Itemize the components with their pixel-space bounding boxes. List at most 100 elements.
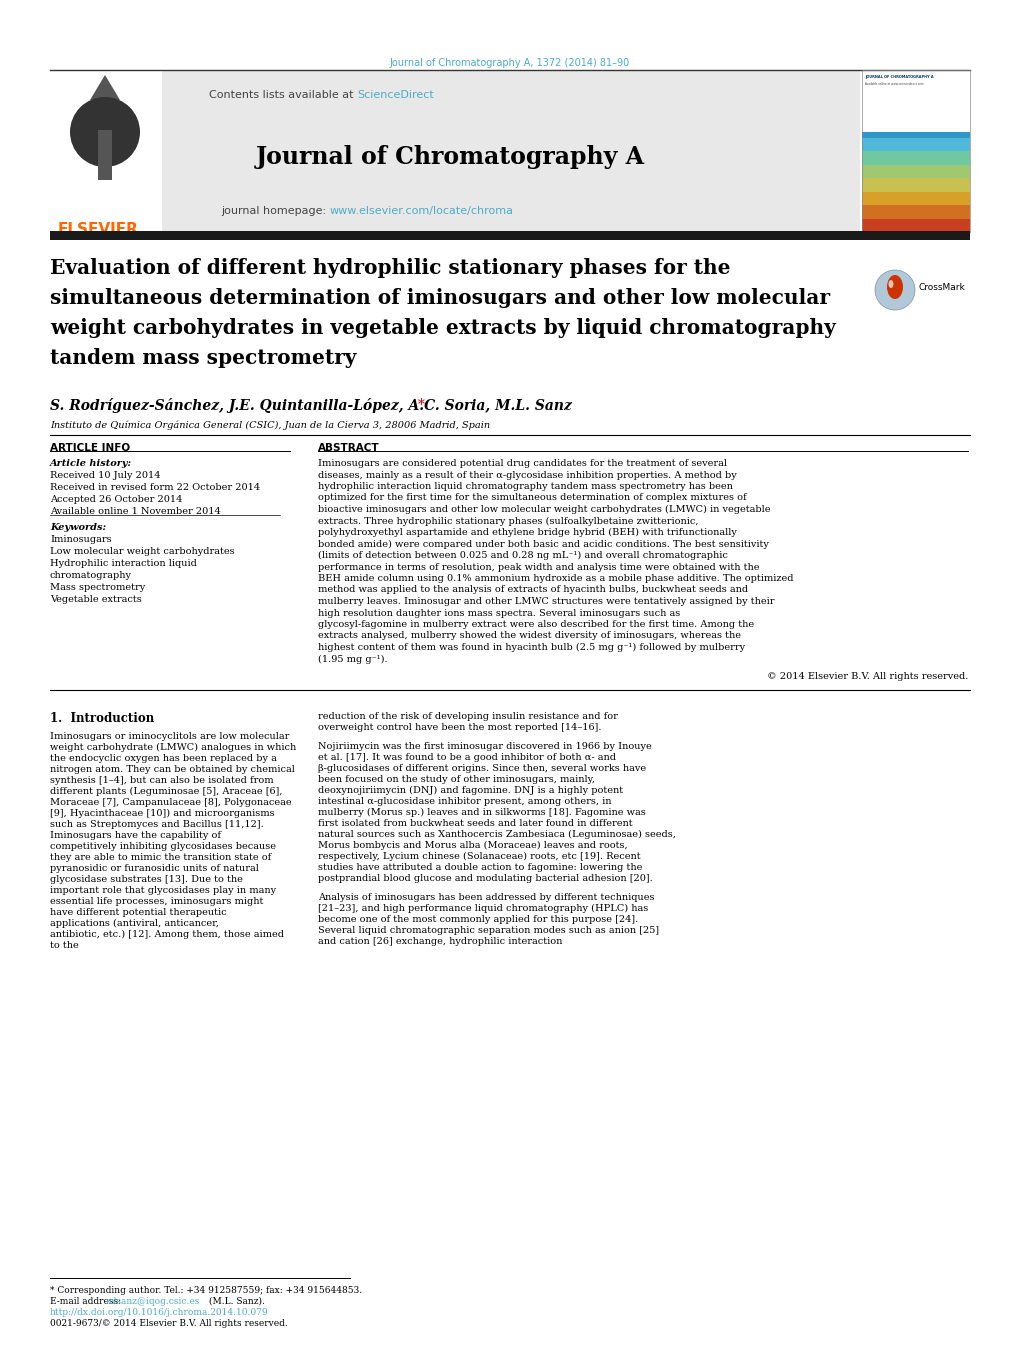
Text: *: * — [418, 399, 425, 412]
Text: synthesis [1–4], but can also be isolated from: synthesis [1–4], but can also be isolate… — [50, 775, 273, 785]
Text: ELSEVIER: ELSEVIER — [58, 222, 139, 236]
Bar — [861, 178, 969, 192]
Text: (1.95 mg g⁻¹).: (1.95 mg g⁻¹). — [318, 654, 387, 663]
Text: hydrophilic interaction liquid chromatography tandem mass spectrometry has been: hydrophilic interaction liquid chromatog… — [318, 482, 733, 490]
Text: overweight control have been the most reported [14–16].: overweight control have been the most re… — [318, 723, 601, 732]
Text: Received in revised form 22 October 2014: Received in revised form 22 October 2014 — [50, 484, 260, 492]
Text: Journal of Chromatography A, 1372 (2014) 81–90: Journal of Chromatography A, 1372 (2014)… — [389, 58, 630, 68]
Text: mulberry (Morus sp.) leaves and in silkworms [18]. Fagomine was: mulberry (Morus sp.) leaves and in silkw… — [318, 808, 645, 817]
Text: * Corresponding author. Tel.: +34 912587559; fax: +34 915644853.: * Corresponding author. Tel.: +34 912587… — [50, 1286, 362, 1296]
Text: S. Rodríguez-Sánchez, J.E. Quintanilla-López, A.C. Soria, M.L. Sanz: S. Rodríguez-Sánchez, J.E. Quintanilla-L… — [50, 399, 572, 413]
Text: intestinal α-glucosidase inhibitor present, among others, in: intestinal α-glucosidase inhibitor prese… — [318, 797, 611, 807]
Text: essential life processes, iminosugars might: essential life processes, iminosugars mi… — [50, 897, 263, 907]
Text: to the: to the — [50, 942, 78, 950]
Bar — [861, 124, 969, 138]
Text: mulberry leaves. Iminosugar and other LMWC structures were tentatively assigned : mulberry leaves. Iminosugar and other LM… — [318, 597, 773, 607]
Text: (limits of detection between 0.025 and 0.28 ng mL⁻¹) and overall chromatographic: (limits of detection between 0.025 and 0… — [318, 551, 728, 561]
Text: Keywords:: Keywords: — [50, 523, 106, 532]
Text: E-mail address:: E-mail address: — [50, 1297, 124, 1306]
Text: extracts analysed, mulberry showed the widest diversity of iminosugars, whereas : extracts analysed, mulberry showed the w… — [318, 631, 740, 640]
Text: Mass spectrometry: Mass spectrometry — [50, 584, 145, 592]
Bar — [861, 205, 969, 219]
Text: ABSTRACT: ABSTRACT — [318, 443, 379, 453]
Text: Nojiriimycin was the first iminosugar discovered in 1966 by Inouye: Nojiriimycin was the first iminosugar di… — [318, 742, 651, 751]
Text: Iminosugars or iminocyclitols are low molecular: Iminosugars or iminocyclitols are low mo… — [50, 732, 289, 740]
Text: studies have attributed a double action to fagomine: lowering the: studies have attributed a double action … — [318, 863, 642, 871]
Text: weight carbohydrates in vegetable extracts by liquid chromatography: weight carbohydrates in vegetable extrac… — [50, 317, 835, 338]
Text: optimized for the first time for the simultaneous determination of complex mixtu: optimized for the first time for the sim… — [318, 493, 746, 503]
Text: competitively inhibiting glycosidases because: competitively inhibiting glycosidases be… — [50, 842, 276, 851]
Text: become one of the most commonly applied for this purpose [24].: become one of the most commonly applied … — [318, 915, 638, 924]
Text: reduction of the risk of developing insulin resistance and for: reduction of the risk of developing insu… — [318, 712, 618, 721]
Bar — [861, 138, 969, 151]
Text: Article history:: Article history: — [50, 459, 132, 467]
Text: Received 10 July 2014: Received 10 July 2014 — [50, 471, 160, 480]
Text: Hydrophilic interaction liquid: Hydrophilic interaction liquid — [50, 559, 197, 567]
Text: respectively, Lycium chinese (Solanaceae) roots, etc [19]. Recent: respectively, Lycium chinese (Solanaceae… — [318, 852, 640, 861]
Text: weight carbohydrate (LMWC) analogues in which: weight carbohydrate (LMWC) analogues in … — [50, 743, 296, 753]
Text: the endocyclic oxygen has been replaced by a: the endocyclic oxygen has been replaced … — [50, 754, 276, 763]
Text: © 2014 Elsevier B.V. All rights reserved.: © 2014 Elsevier B.V. All rights reserved… — [766, 671, 967, 681]
Polygon shape — [90, 76, 120, 165]
Text: Morus bombycis and Morus alba (Moraceae) leaves and roots,: Morus bombycis and Morus alba (Moraceae)… — [318, 842, 627, 850]
Text: (M.L. Sanz).: (M.L. Sanz). — [206, 1297, 265, 1306]
Text: polyhydroxyethyl aspartamide and ethylene bridge hybrid (BEH) with trifunctional: polyhydroxyethyl aspartamide and ethylen… — [318, 528, 736, 538]
Text: first isolated from buckwheat seeds and later found in different: first isolated from buckwheat seeds and … — [318, 819, 632, 828]
Text: Accepted 26 October 2014: Accepted 26 October 2014 — [50, 494, 182, 504]
Text: method was applied to the analysis of extracts of hyacinth bulbs, buckwheat seed: method was applied to the analysis of ex… — [318, 585, 747, 594]
Text: journal homepage:: journal homepage: — [221, 205, 330, 216]
Text: simultaneous determination of iminosugars and other low molecular: simultaneous determination of iminosugar… — [50, 288, 829, 308]
Bar — [861, 84, 969, 97]
Text: extracts. Three hydrophilic stationary phases (sulfoalkylbetaine zwitterionic,: extracts. Three hydrophilic stationary p… — [318, 516, 698, 526]
Text: Contents lists available at: Contents lists available at — [209, 91, 357, 100]
Text: postprandial blood glucose and modulating bacterial adhesion [20].: postprandial blood glucose and modulatin… — [318, 874, 652, 884]
Text: applications (antiviral, anticancer,: applications (antiviral, anticancer, — [50, 919, 219, 928]
Text: ScienceDirect: ScienceDirect — [357, 91, 433, 100]
Bar — [160, 70, 859, 232]
Bar — [50, 70, 162, 232]
Text: Instituto de Química Orgánica General (CSIC), Juan de la Cierva 3, 28006 Madrid,: Instituto de Química Orgánica General (C… — [50, 420, 490, 430]
Text: highest content of them was found in hyacinth bulb (2.5 mg g⁻¹) followed by mulb: highest content of them was found in hya… — [318, 643, 745, 653]
Text: Low molecular weight carbohydrates: Low molecular weight carbohydrates — [50, 547, 234, 557]
Text: Evaluation of different hydrophilic stationary phases for the: Evaluation of different hydrophilic stat… — [50, 258, 730, 278]
Bar — [861, 70, 969, 232]
Bar — [861, 97, 969, 111]
Text: have different potential therapeutic: have different potential therapeutic — [50, 908, 226, 917]
Bar — [861, 70, 969, 131]
Text: bioactive iminosugars and other low molecular weight carbohydrates (LMWC) in veg: bioactive iminosugars and other low mole… — [318, 505, 769, 515]
Text: natural sources such as Xanthocercis Zambesiaca (Leguminosae) seeds,: natural sources such as Xanthocercis Zam… — [318, 830, 676, 839]
Text: CrossMark: CrossMark — [918, 282, 965, 292]
Bar — [861, 151, 969, 165]
Text: tandem mass spectrometry: tandem mass spectrometry — [50, 349, 356, 367]
Text: et al. [17]. It was found to be a good inhibitor of both α- and: et al. [17]. It was found to be a good i… — [318, 753, 615, 762]
Text: Vegetable extracts: Vegetable extracts — [50, 594, 142, 604]
Text: JOURNAL OF CHROMATOGRAPHY A: JOURNAL OF CHROMATOGRAPHY A — [864, 76, 932, 78]
Ellipse shape — [887, 276, 902, 299]
Text: performance in terms of resolution, peak width and analysis time were obtained w: performance in terms of resolution, peak… — [318, 562, 759, 571]
Text: antibiotic, etc.) [12]. Among them, those aimed: antibiotic, etc.) [12]. Among them, thos… — [50, 929, 283, 939]
Text: 1.  Introduction: 1. Introduction — [50, 712, 154, 725]
Text: β-glucosidases of different origins. Since then, several works have: β-glucosidases of different origins. Sin… — [318, 765, 645, 773]
Text: deoxynojiriimycin (DNJ) and fagomine. DNJ is a highly potent: deoxynojiriimycin (DNJ) and fagomine. DN… — [318, 786, 623, 796]
Text: nitrogen atom. They can be obtained by chemical: nitrogen atom. They can be obtained by c… — [50, 765, 294, 774]
Text: been focused on the study of other iminosugars, mainly,: been focused on the study of other imino… — [318, 775, 594, 784]
Text: glycosyl-fagomine in mulberry extract were also described for the first time. Am: glycosyl-fagomine in mulberry extract we… — [318, 620, 753, 630]
Text: Analysis of iminosugars has been addressed by different techniques: Analysis of iminosugars has been address… — [318, 893, 654, 902]
Text: such as Streptomyces and Bacillus [11,12].: such as Streptomyces and Bacillus [11,12… — [50, 820, 264, 830]
Text: BEH amide column using 0.1% ammonium hydroxide as a mobile phase additive. The o: BEH amide column using 0.1% ammonium hyd… — [318, 574, 793, 584]
Text: [9], Hyacinthaceae [10]) and microorganisms: [9], Hyacinthaceae [10]) and microorgani… — [50, 809, 274, 819]
Circle shape — [874, 270, 914, 309]
Text: they are able to mimic the transition state of: they are able to mimic the transition st… — [50, 852, 271, 862]
Text: Iminosugars: Iminosugars — [50, 535, 111, 544]
Text: diseases, mainly as a result of their α-glycosidase inhibition properties. A met: diseases, mainly as a result of their α-… — [318, 470, 736, 480]
Text: Available online at www.sciencedirect.com: Available online at www.sciencedirect.co… — [864, 82, 923, 86]
Text: http://dx.doi.org/10.1016/j.chroma.2014.10.079: http://dx.doi.org/10.1016/j.chroma.2014.… — [50, 1308, 268, 1317]
Bar — [861, 192, 969, 205]
Text: ARTICLE INFO: ARTICLE INFO — [50, 443, 130, 453]
Bar — [98, 130, 112, 180]
Text: Iminosugars have the capability of: Iminosugars have the capability of — [50, 831, 221, 840]
Bar — [50, 231, 969, 240]
Text: glycosidase substrates [13]. Due to the: glycosidase substrates [13]. Due to the — [50, 875, 243, 884]
Circle shape — [70, 97, 140, 168]
Text: chromatography: chromatography — [50, 571, 131, 580]
